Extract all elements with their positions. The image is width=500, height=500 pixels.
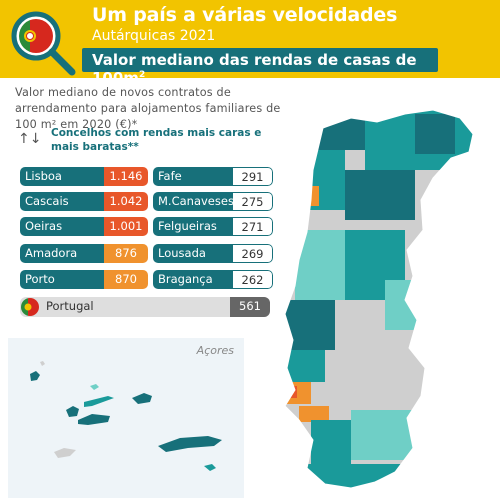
ranking-item-value: 271 bbox=[233, 217, 273, 236]
azores-islands bbox=[30, 361, 222, 471]
island-graciosa bbox=[90, 384, 99, 390]
ranking-item-lisboa: Lisboa 1.146 bbox=[20, 167, 148, 186]
region-setubal bbox=[299, 406, 329, 422]
azores-inset-map: Açores bbox=[8, 338, 244, 498]
ranking-item-felgueiras: Felgueiras 271 bbox=[153, 217, 273, 236]
island-faial bbox=[66, 406, 79, 417]
ranking-item-lousada: Lousada 269 bbox=[153, 244, 273, 263]
ranking-item-mcanaveses: M.Canaveses 275 bbox=[153, 192, 273, 211]
ranking-item-name: Lousada bbox=[153, 244, 233, 263]
ranking-item-value: 291 bbox=[233, 167, 273, 186]
island-santa-maria bbox=[204, 464, 216, 471]
ranking-item-value: 262 bbox=[233, 270, 273, 289]
ranking-item-value: 1.146 bbox=[104, 167, 148, 186]
ranking-item-value: 275 bbox=[233, 192, 273, 211]
header-bar: Um país a várias velocidades Autárquicas… bbox=[0, 0, 500, 87]
ranking-item-value: 269 bbox=[233, 244, 273, 263]
ranking-item-name: Lisboa bbox=[20, 167, 104, 186]
ranking-item-braganca: Bragança 262 bbox=[153, 270, 273, 289]
island-misc-grey bbox=[54, 448, 76, 458]
page-title: Um país a várias velocidades bbox=[92, 4, 398, 26]
ranking-item-name: Felgueiras bbox=[153, 217, 233, 236]
region-north-coast bbox=[295, 150, 345, 210]
banner-text: Valor mediano das rendas de casas de 100… bbox=[92, 51, 417, 87]
ranking-item-oeiras: Oeiras 1.001 bbox=[20, 217, 148, 236]
national-median: Portugal 561 bbox=[20, 297, 270, 317]
region-alentejo-coast bbox=[311, 420, 351, 470]
ranking-heading-text: Concelhos com rendas mais caras e mais b… bbox=[51, 127, 262, 153]
ranking-item-value: 870 bbox=[104, 270, 148, 289]
national-name: Portugal bbox=[46, 299, 94, 313]
ranking-item-name: Fafe bbox=[153, 167, 233, 186]
region-algarve bbox=[305, 464, 415, 488]
island-pico bbox=[78, 414, 110, 425]
region-castelo-branco bbox=[385, 280, 425, 330]
island-flores bbox=[30, 371, 40, 381]
ranking-item-name: Porto bbox=[20, 270, 104, 289]
region-douro bbox=[345, 170, 415, 220]
island-corvo bbox=[40, 361, 45, 366]
ranking-item-porto: Porto 870 bbox=[20, 270, 148, 289]
up-down-arrows-icon: ↑↓ bbox=[18, 131, 42, 147]
island-terceira bbox=[132, 393, 152, 404]
ranking-item-name: Amadora bbox=[20, 244, 104, 263]
region-centre-coast bbox=[295, 230, 345, 300]
region-oeste bbox=[285, 350, 325, 382]
national-value: 561 bbox=[230, 297, 270, 317]
ranking-item-name: M.Canaveses bbox=[153, 192, 234, 211]
ranking-item-value: 1.042 bbox=[104, 192, 148, 211]
page-subtitle: Autárquicas 2021 bbox=[92, 28, 216, 44]
region-braganca bbox=[415, 114, 455, 154]
magnifier-flag-icon bbox=[11, 11, 76, 76]
region-centre-east bbox=[405, 240, 435, 300]
azores-label: Açores bbox=[196, 344, 234, 357]
ranking-item-value: 876 bbox=[104, 244, 148, 263]
ranking-item-fafe: Fafe 291 bbox=[153, 167, 273, 186]
ranking-item-cascais: Cascais 1.042 bbox=[20, 192, 148, 211]
description-text: Valor mediano de novos contratos de arre… bbox=[15, 86, 281, 131]
portugal-mainland-map bbox=[284, 109, 474, 489]
island-sao-miguel bbox=[158, 436, 222, 452]
chart-banner: Valor mediano das rendas de casas de 100… bbox=[82, 48, 438, 87]
ranking-item-name: Bragança bbox=[153, 270, 233, 289]
ranking-item-value: 1.001 bbox=[104, 217, 148, 236]
region-minho bbox=[305, 110, 365, 150]
region-leiria bbox=[285, 300, 335, 350]
region-alentejo-north bbox=[335, 360, 425, 410]
ranking-item-name: Cascais bbox=[20, 192, 104, 211]
island-sao-jorge bbox=[84, 396, 114, 407]
portugal-flag-icon bbox=[21, 298, 39, 316]
banner-superscript: 2 bbox=[138, 70, 146, 80]
ranking-item-amadora: Amadora 876 bbox=[20, 244, 148, 263]
ranking-item-name: Oeiras bbox=[20, 217, 104, 236]
